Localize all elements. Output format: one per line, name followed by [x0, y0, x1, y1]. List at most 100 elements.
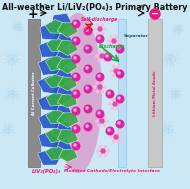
Circle shape — [72, 90, 80, 98]
Text: Separator: Separator — [124, 34, 148, 38]
Circle shape — [113, 102, 117, 106]
Circle shape — [112, 74, 115, 77]
Bar — [28, 19, 40, 167]
Circle shape — [112, 132, 115, 134]
Text: Al Current Collector: Al Current Collector — [32, 71, 36, 115]
Circle shape — [101, 90, 104, 93]
Polygon shape — [51, 13, 72, 30]
Circle shape — [100, 119, 104, 123]
Circle shape — [109, 103, 111, 105]
Polygon shape — [52, 33, 73, 48]
Circle shape — [110, 136, 112, 138]
Circle shape — [72, 37, 80, 45]
Circle shape — [86, 67, 88, 69]
Circle shape — [72, 107, 80, 115]
Circle shape — [84, 85, 92, 93]
Circle shape — [98, 115, 101, 118]
Circle shape — [74, 22, 76, 24]
Polygon shape — [39, 131, 61, 148]
Circle shape — [74, 127, 76, 129]
Circle shape — [72, 142, 80, 150]
Circle shape — [98, 59, 101, 62]
Circle shape — [106, 90, 114, 98]
Circle shape — [96, 23, 99, 26]
Circle shape — [72, 125, 80, 133]
Polygon shape — [52, 105, 72, 120]
Text: Lithium Metal Anode: Lithium Metal Anode — [153, 70, 157, 116]
Polygon shape — [52, 85, 75, 104]
Circle shape — [104, 86, 106, 88]
Circle shape — [108, 92, 110, 94]
Polygon shape — [38, 111, 61, 129]
Polygon shape — [38, 94, 60, 111]
Circle shape — [100, 54, 104, 58]
Circle shape — [117, 65, 120, 68]
Circle shape — [72, 73, 80, 81]
Polygon shape — [52, 122, 73, 139]
Circle shape — [108, 40, 110, 42]
Circle shape — [104, 53, 112, 61]
Circle shape — [104, 28, 106, 30]
Circle shape — [111, 107, 114, 110]
Text: Modified Cathode/Electrolyte Interface: Modified Cathode/Electrolyte Interface — [64, 169, 160, 173]
Bar — [148, 19, 162, 167]
Circle shape — [120, 70, 122, 72]
Circle shape — [116, 120, 124, 128]
Circle shape — [96, 120, 98, 122]
Circle shape — [117, 140, 120, 143]
Polygon shape — [57, 112, 79, 128]
Circle shape — [112, 65, 115, 68]
Text: +: + — [28, 8, 38, 20]
Circle shape — [98, 27, 102, 31]
Polygon shape — [57, 95, 77, 108]
Circle shape — [96, 55, 98, 57]
Circle shape — [104, 146, 107, 148]
Circle shape — [74, 109, 76, 111]
Text: $e^-$: $e^-$ — [138, 3, 148, 11]
Polygon shape — [38, 57, 63, 75]
Circle shape — [84, 27, 92, 35]
Circle shape — [118, 97, 120, 99]
Polygon shape — [45, 19, 66, 33]
Polygon shape — [59, 149, 78, 162]
Circle shape — [150, 9, 160, 19]
Circle shape — [103, 124, 106, 126]
Text: $e^-$: $e^-$ — [39, 3, 49, 11]
Circle shape — [74, 92, 76, 94]
Circle shape — [118, 47, 120, 49]
Circle shape — [110, 36, 113, 38]
Polygon shape — [40, 22, 63, 40]
Polygon shape — [57, 22, 78, 37]
Circle shape — [117, 74, 120, 77]
Circle shape — [101, 81, 104, 84]
Circle shape — [116, 98, 119, 101]
Polygon shape — [46, 109, 67, 124]
Text: All-weather Li/LiV₂(PO₄)₃ Primary Battery: All-weather Li/LiV₂(PO₄)₃ Primary Batter… — [2, 3, 188, 12]
Circle shape — [112, 39, 116, 43]
Polygon shape — [57, 59, 77, 74]
Polygon shape — [45, 74, 67, 87]
Circle shape — [86, 125, 88, 127]
Polygon shape — [46, 92, 66, 106]
Polygon shape — [45, 145, 65, 160]
Text: Self-discharge: Self-discharge — [81, 18, 119, 22]
Circle shape — [94, 86, 96, 88]
Circle shape — [119, 103, 121, 105]
Circle shape — [96, 35, 104, 43]
Circle shape — [116, 95, 124, 103]
Text: LiV₂(PO₄)₃: LiV₂(PO₄)₃ — [31, 169, 61, 174]
Circle shape — [98, 85, 102, 89]
Circle shape — [110, 70, 112, 72]
Circle shape — [74, 57, 76, 59]
Circle shape — [115, 44, 118, 46]
Polygon shape — [39, 40, 61, 57]
Circle shape — [74, 39, 76, 41]
Circle shape — [98, 50, 101, 53]
Circle shape — [117, 132, 120, 134]
Circle shape — [103, 59, 106, 62]
Circle shape — [120, 136, 122, 138]
Circle shape — [98, 75, 100, 77]
Circle shape — [106, 127, 114, 135]
Circle shape — [99, 146, 102, 148]
Circle shape — [96, 81, 99, 84]
